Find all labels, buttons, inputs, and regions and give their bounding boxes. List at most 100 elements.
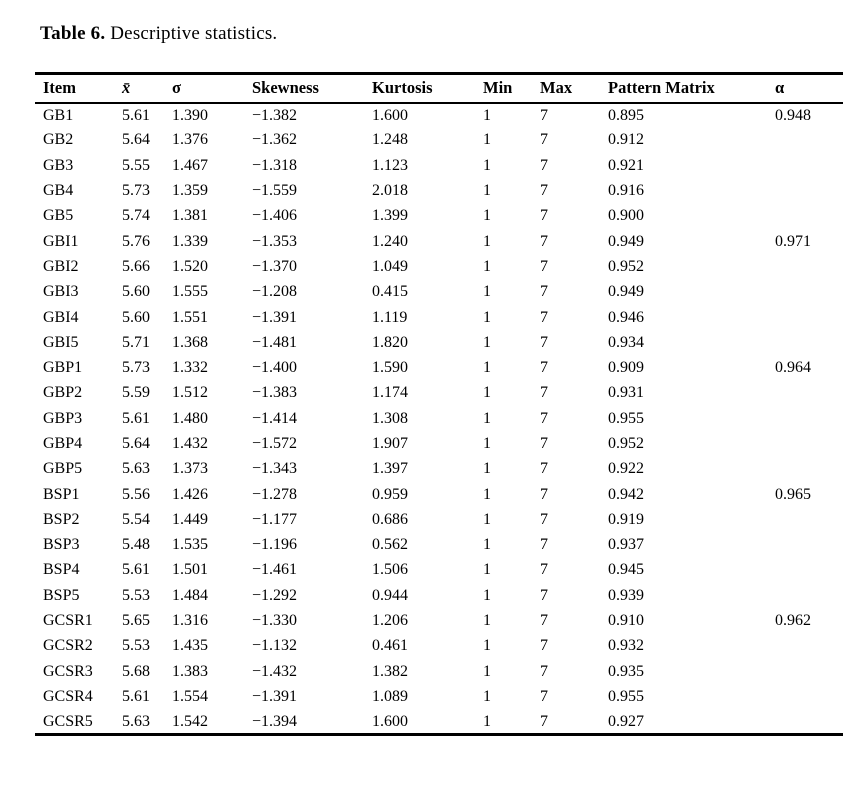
cell: 0.922	[608, 460, 644, 478]
cell: 0.964	[775, 359, 811, 377]
cell: 1.382	[372, 662, 408, 680]
cell: 0.955	[608, 409, 644, 427]
cell: 1.381	[172, 207, 208, 225]
cell: GB4	[43, 182, 74, 200]
cell: 7	[540, 106, 548, 124]
page: Table 6. Descriptive statistics. Item x̄ σ…	[0, 21, 865, 737]
cell: 1	[483, 409, 491, 427]
cell: 1.520	[172, 257, 208, 275]
cell: 1.432	[172, 435, 208, 452]
cell: 1.449	[172, 510, 208, 528]
cell: 7	[540, 131, 548, 149]
cell: BSP4	[43, 561, 80, 579]
cell: 0.937	[608, 536, 644, 554]
cell: GCSR2	[43, 637, 93, 655]
cell	[767, 710, 843, 735]
cell: GBI4	[43, 308, 79, 326]
cell: −1.400	[252, 359, 298, 377]
cell: 0.952	[608, 257, 644, 275]
cell: 0.945	[608, 561, 644, 579]
cell: 1.512	[172, 384, 208, 402]
cell: 0.965	[775, 485, 811, 503]
cell: 1.554	[172, 687, 208, 705]
table-header: Item x̄ σ Skewness Kurtosis Min Max Pattern Mat…	[35, 74, 843, 103]
cell: 1.123	[372, 156, 408, 174]
table-row: GCSR1 5.65 1.316 −1.330 1.206 1 7 0.910 0.962	[35, 608, 843, 633]
cell: 5.48	[122, 536, 150, 554]
cell: 1	[483, 106, 491, 124]
cell: 0.900	[608, 207, 644, 225]
cell: 0.909	[608, 359, 644, 377]
table-row: GB3 5.55 1.467 −1.318 1.123 1 7 0.921	[35, 153, 843, 178]
cell: 7	[540, 586, 548, 604]
cell: 7	[540, 283, 548, 301]
cell: 7	[540, 687, 548, 705]
cell: GBP3	[43, 409, 83, 427]
cell: 1	[483, 612, 491, 630]
cell: GB5	[43, 207, 74, 225]
cell: 1.206	[372, 612, 408, 630]
cell: 5.53	[122, 637, 150, 655]
cell: 1.435	[172, 637, 208, 655]
cell: 0.935	[608, 662, 644, 680]
cell: 5.60	[122, 283, 150, 301]
cell: −1.432	[252, 662, 298, 680]
cell: 7	[540, 308, 548, 326]
cell: −1.481	[252, 333, 298, 351]
cell: −1.370	[252, 257, 298, 275]
table-row: GB5 5.74 1.381 −1.406 1.399 1 7 0.900	[35, 204, 843, 229]
cell: 7	[540, 182, 548, 200]
cell: GB1	[43, 106, 74, 124]
cell: GB2	[43, 131, 74, 149]
cell: 1.397	[372, 460, 408, 478]
cell: 1.248	[372, 131, 408, 149]
cell: 1	[483, 283, 491, 301]
cell: 5.55	[122, 156, 150, 174]
cell: 0.912	[608, 131, 644, 149]
cell: 1.359	[172, 182, 208, 200]
cell: 0.461	[372, 637, 408, 655]
cell: GCSR4	[43, 687, 93, 705]
cell: 0.952	[608, 435, 644, 452]
cell: 5.61	[122, 106, 150, 124]
cell: 1	[483, 561, 491, 579]
cell: 5.64	[122, 435, 150, 452]
cell: 0.931	[608, 384, 644, 402]
cell: GCSR3	[43, 662, 93, 680]
table-row: BSP4 5.61 1.501 −1.461 1.506 1 7 0.945	[35, 558, 843, 583]
cell: −1.559	[252, 182, 298, 200]
table-row: BSP5 5.53 1.484 −1.292 0.944 1 7 0.939	[35, 583, 843, 608]
cell: 5.53	[122, 586, 150, 604]
cell: 1.542	[172, 712, 208, 730]
cell: 1.240	[372, 232, 408, 250]
cell: 7	[540, 207, 548, 225]
cell: 5.54	[122, 510, 150, 528]
column-header-min: Min	[483, 78, 513, 98]
cell: 0.927	[608, 712, 644, 730]
cell: −1.394	[252, 712, 298, 730]
cell: −1.382	[252, 106, 298, 124]
cell: 1	[483, 687, 491, 705]
cell: 1.399	[372, 207, 408, 225]
table-row: GB1 5.61 1.390 −1.382 1.600 1 7 0.895 0.948	[35, 103, 843, 128]
table-row: GBI2 5.66 1.520 −1.370 1.049 1 7 0.952	[35, 254, 843, 279]
cell: 0.942	[608, 485, 644, 503]
cell: 5.76	[122, 232, 150, 250]
cell	[767, 583, 843, 608]
cell	[767, 406, 843, 431]
cell: −1.177	[252, 510, 298, 528]
cell: 0.916	[608, 182, 644, 200]
cell: 1.600	[372, 712, 408, 730]
cell: 1.501	[172, 561, 208, 579]
cell: 1.339	[172, 232, 208, 250]
cell	[767, 507, 843, 532]
cell: −1.132	[252, 637, 298, 655]
cell: 1	[483, 586, 491, 604]
cell: 7	[540, 510, 548, 528]
cell: 1.383	[172, 662, 208, 680]
cell: 5.68	[122, 662, 150, 680]
cell: 0.959	[372, 485, 408, 503]
cell: 5.73	[122, 182, 150, 200]
cell: GCSR1	[43, 612, 93, 630]
cell: −1.572	[252, 435, 298, 452]
